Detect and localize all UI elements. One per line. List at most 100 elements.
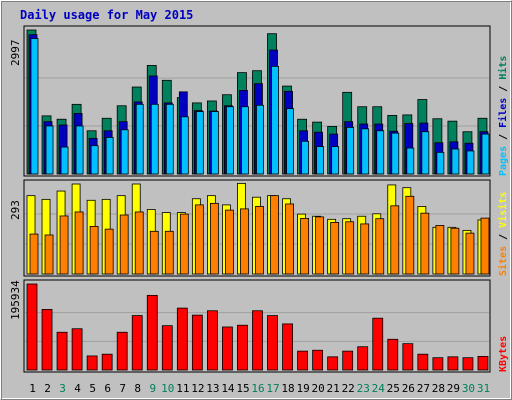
x-tick-label-day-20: 20 bbox=[312, 382, 325, 395]
legend-item-files: Files bbox=[497, 98, 509, 128]
bar-sites-day-13 bbox=[209, 202, 219, 275]
ymax-label-bottom: 195934 bbox=[9, 280, 22, 320]
bar-pages-day-5 bbox=[90, 145, 99, 175]
x-tick-label-day-14: 14 bbox=[221, 382, 235, 395]
bar-sites-day-22 bbox=[345, 221, 355, 275]
bar-kbytes-day-8 bbox=[131, 315, 143, 371]
bar-pages-day-8 bbox=[135, 103, 144, 175]
legend-separator-top-1: / bbox=[498, 128, 509, 146]
bar-kbytes-day-13 bbox=[206, 310, 218, 371]
bar-kbytes-day-4 bbox=[71, 328, 83, 371]
bar-kbytes-day-27 bbox=[417, 353, 429, 371]
legend-item-pages: Pages bbox=[498, 146, 509, 176]
bar-sites-day-20 bbox=[315, 216, 325, 275]
bar-sites-day-24 bbox=[375, 218, 385, 275]
bar-pages-day-20 bbox=[316, 146, 325, 175]
bar-pages-day-12 bbox=[195, 111, 204, 175]
x-tick-label-day-29: 29 bbox=[447, 382, 460, 395]
bar-sites-day-23 bbox=[360, 223, 370, 275]
bar-pages-day-11 bbox=[180, 116, 189, 175]
x-tick-label-day-7: 7 bbox=[119, 382, 126, 395]
bar-kbytes-day-25 bbox=[387, 338, 399, 371]
x-axis-labels: 1 2 3 4 5 6 7 8 9 10 11 12 13 14 15 16 17 18 19 20 21 22 23 24 2… bbox=[29, 382, 490, 395]
bar-kbytes-day-3 bbox=[56, 331, 68, 371]
panel-middle bbox=[23, 179, 491, 277]
x-tick-label-day-1: 1 bbox=[29, 382, 36, 395]
bar-sites-day-31 bbox=[480, 217, 490, 275]
legend-separator-middle-1: / bbox=[498, 228, 509, 246]
bar-kbytes-day-17 bbox=[267, 315, 278, 371]
bar-sites-day-26 bbox=[405, 195, 415, 275]
x-tick-label-day-28: 28 bbox=[432, 382, 445, 395]
bar-pages-day-29 bbox=[451, 148, 460, 175]
legend-separator-top-2: / bbox=[498, 80, 509, 98]
bar-pages-day-6 bbox=[105, 137, 114, 175]
bar-sites-day-5 bbox=[89, 225, 99, 275]
bar-pages-day-17 bbox=[271, 65, 279, 175]
x-tick-label-day-16: 16 bbox=[251, 382, 264, 395]
bar-kbytes-day-31 bbox=[477, 355, 489, 371]
y-axis-labels: 2997 Pages / Files / Hits 293 Sites / Visit… bbox=[9, 40, 509, 373]
bar-sites-day-15 bbox=[240, 208, 249, 275]
x-tick-label-day-21: 21 bbox=[327, 382, 340, 395]
ymax-label-top: 2997 bbox=[9, 40, 22, 67]
bar-kbytes-day-6 bbox=[101, 353, 113, 371]
bar-pages-day-26 bbox=[406, 147, 415, 175]
bar-kbytes-day-1 bbox=[26, 283, 38, 371]
bar-sites-day-18 bbox=[285, 203, 294, 275]
bar-pages-day-13 bbox=[210, 111, 219, 175]
x-tick-label-day-9: 9 bbox=[149, 382, 156, 395]
bar-sites-day-10 bbox=[164, 230, 174, 275]
bar-pages-day-7 bbox=[120, 129, 129, 175]
bar-kbytes-day-20 bbox=[312, 349, 324, 371]
bar-pages-day-1 bbox=[30, 38, 39, 175]
bar-kbytes-day-29 bbox=[447, 356, 459, 371]
bar-sites-day-1 bbox=[29, 233, 39, 275]
x-tick-label-day-22: 22 bbox=[342, 382, 355, 395]
bar-sites-day-2 bbox=[44, 234, 54, 275]
bar-sites-day-4 bbox=[74, 211, 84, 275]
x-tick-label-day-2: 2 bbox=[44, 382, 51, 395]
x-tick-label-day-11: 11 bbox=[176, 382, 189, 395]
bar-pages-day-9 bbox=[150, 103, 159, 175]
bar-sites-day-14 bbox=[225, 209, 234, 275]
x-tick-label-day-23: 23 bbox=[357, 382, 370, 395]
bar-kbytes-day-19 bbox=[297, 350, 308, 371]
legend-bottom: KBytes bbox=[498, 336, 509, 372]
bar-sites-day-9 bbox=[149, 230, 159, 275]
legend-item-kbytes: KBytes bbox=[498, 336, 509, 372]
bar-kbytes-day-24 bbox=[372, 317, 384, 371]
x-tick-label-day-24: 24 bbox=[372, 382, 386, 395]
panel-frame-middle bbox=[23, 179, 491, 277]
bar-sites-day-3 bbox=[59, 215, 69, 275]
bar-pages-day-27 bbox=[421, 131, 430, 175]
x-tick-label-day-31: 31 bbox=[477, 382, 490, 395]
bar-pages-day-28 bbox=[436, 151, 445, 175]
bar-kbytes-day-12 bbox=[191, 314, 203, 371]
bar-sites-day-29 bbox=[450, 227, 460, 275]
legend-item-visits: Visits bbox=[497, 192, 509, 228]
bar-sites-day-11 bbox=[179, 213, 189, 275]
panel-bottom bbox=[23, 279, 491, 373]
x-tick-label-day-30: 30 bbox=[462, 382, 475, 395]
bar-sites-day-19 bbox=[300, 217, 309, 275]
bar-pages-day-24 bbox=[376, 130, 385, 175]
bar-pages-day-30 bbox=[466, 150, 475, 175]
bar-sites-day-7 bbox=[119, 214, 129, 275]
bar-kbytes-day-7 bbox=[116, 331, 128, 371]
bar-kbytes-day-11 bbox=[176, 307, 188, 371]
x-tick-label-day-5: 5 bbox=[89, 382, 96, 395]
bar-pages-day-10 bbox=[165, 103, 174, 175]
bar-pages-day-2 bbox=[45, 125, 54, 175]
legend-middle: Sites / Visits bbox=[497, 192, 509, 276]
bar-sites-day-12 bbox=[194, 204, 204, 275]
legend-item-sites: Sites bbox=[497, 246, 509, 276]
x-tick-label-day-25: 25 bbox=[387, 382, 400, 395]
x-tick-label-day-8: 8 bbox=[134, 382, 141, 395]
bar-kbytes-day-15 bbox=[237, 324, 248, 371]
chart-title: Daily usage for May 2015 bbox=[20, 8, 193, 22]
bar-pages-day-14 bbox=[226, 106, 234, 175]
legend-item-hits: Hits bbox=[497, 56, 509, 80]
